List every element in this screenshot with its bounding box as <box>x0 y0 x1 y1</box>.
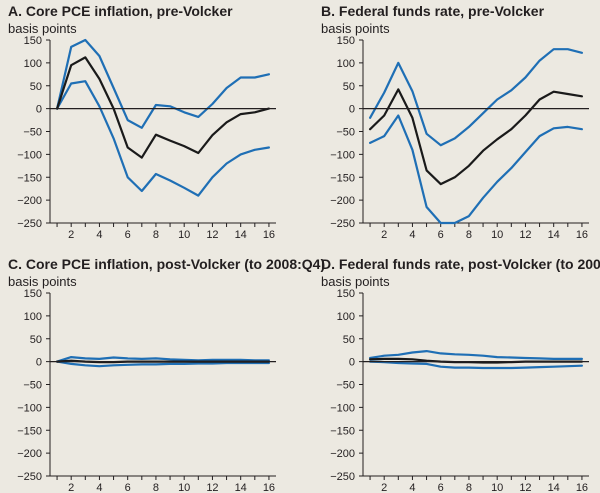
series-line-upper-band <box>56 38 270 129</box>
series-line-upper-band <box>369 48 583 147</box>
x-tick-label: 12 <box>519 229 531 241</box>
x-tick-label: 10 <box>491 482 503 493</box>
x-tick-label: 14 <box>235 482 247 493</box>
y-tick-label: 100 <box>24 311 42 323</box>
y-tick-label: 100 <box>24 58 42 70</box>
series-line-lower-band <box>369 114 583 225</box>
y-tick-label: −250 <box>17 471 42 483</box>
series-line-estimate <box>369 88 583 186</box>
y-tick-label: −100 <box>330 402 355 414</box>
x-tick-label: 4 <box>409 229 415 241</box>
x-tick-label: 10 <box>178 229 190 241</box>
y-axis-unit-label: basis points <box>321 21 390 36</box>
y-tick-label: 0 <box>36 357 42 369</box>
y-tick-label: −200 <box>17 448 42 460</box>
y-tick-label: −200 <box>17 195 42 207</box>
y-tick-label: 100 <box>337 58 355 70</box>
x-tick-label: 4 <box>96 482 102 493</box>
y-tick-label: −250 <box>330 471 355 483</box>
y-tick-label: 0 <box>349 357 355 369</box>
series-line-lower-band <box>56 360 270 368</box>
y-tick-label: −50 <box>336 127 355 139</box>
y-tick-label: −150 <box>330 172 355 184</box>
y-tick-label: −250 <box>330 218 355 230</box>
x-tick-label: 6 <box>125 482 131 493</box>
x-tick-label: 16 <box>576 482 588 493</box>
y-tick-label: −150 <box>17 425 42 437</box>
y-tick-label: −250 <box>17 218 42 230</box>
x-tick-label: 8 <box>466 482 472 493</box>
y-tick-label: −100 <box>17 149 42 161</box>
series-line-upper-band <box>56 356 270 363</box>
x-tick-label: 16 <box>263 482 275 493</box>
x-tick-label: 4 <box>96 229 102 241</box>
panel-title: D. Federal funds rate, post-Volcker (to … <box>321 256 600 272</box>
x-tick-label: 12 <box>519 482 531 493</box>
x-tick-label: 14 <box>548 482 560 493</box>
y-tick-label: −50 <box>336 380 355 392</box>
y-tick-label: 100 <box>337 311 355 323</box>
y-tick-label: 0 <box>349 104 355 116</box>
panel-title: C. Core PCE inflation, post-Volcker (to … <box>8 256 325 272</box>
y-tick-label: −50 <box>23 380 42 392</box>
y-tick-label: 150 <box>337 288 355 300</box>
x-tick-label: 8 <box>466 229 472 241</box>
x-tick-label: 6 <box>125 229 131 241</box>
y-tick-label: 50 <box>343 81 355 93</box>
y-tick-label: 150 <box>337 35 355 47</box>
x-tick-label: 8 <box>153 229 159 241</box>
x-tick-label: 12 <box>206 482 218 493</box>
y-tick-label: 150 <box>24 35 42 47</box>
y-tick-label: −150 <box>17 172 42 184</box>
x-tick-label: 2 <box>68 229 74 241</box>
series-line-lower-band <box>56 80 270 197</box>
y-tick-label: 50 <box>30 81 42 93</box>
y-tick-label: −50 <box>23 127 42 139</box>
x-tick-label: 14 <box>548 229 560 241</box>
y-axis-unit-label: basis points <box>321 274 390 289</box>
panel-title: A. Core PCE inflation, pre-Volcker <box>8 3 233 19</box>
y-tick-label: 150 <box>24 288 42 300</box>
y-tick-label: 50 <box>343 334 355 346</box>
x-tick-label: 2 <box>68 482 74 493</box>
series-line-upper-band <box>369 350 583 360</box>
x-tick-label: 10 <box>178 482 190 493</box>
panel-b: B. Federal funds rate, pre-Volcker basis … <box>321 3 589 241</box>
x-tick-label: 6 <box>438 482 444 493</box>
x-tick-label: 2 <box>381 229 387 241</box>
x-tick-label: 12 <box>206 229 218 241</box>
y-tick-label: −200 <box>330 448 355 460</box>
series-line-estimate <box>56 56 270 159</box>
panel-a: A. Core PCE inflation, pre-Volcker basis … <box>8 3 276 241</box>
y-tick-label: 0 <box>36 104 42 116</box>
y-tick-label: −100 <box>17 402 42 414</box>
x-tick-label: 2 <box>381 482 387 493</box>
x-tick-label: 10 <box>491 229 503 241</box>
panel-d: D. Federal funds rate, post-Volcker (to … <box>321 256 600 493</box>
x-tick-label: 16 <box>263 229 275 241</box>
x-tick-label: 14 <box>235 229 247 241</box>
x-tick-label: 16 <box>576 229 588 241</box>
y-axis-unit-label: basis points <box>8 274 77 289</box>
y-tick-label: −200 <box>330 195 355 207</box>
y-tick-label: −150 <box>330 425 355 437</box>
y-tick-label: −100 <box>330 149 355 161</box>
panel-title: B. Federal funds rate, pre-Volcker <box>321 3 545 19</box>
y-tick-label: 50 <box>30 334 42 346</box>
x-tick-label: 8 <box>153 482 159 493</box>
x-tick-label: 4 <box>409 482 415 493</box>
panel-c: C. Core PCE inflation, post-Volcker (to … <box>8 256 325 493</box>
y-axis-unit-label: basis points <box>8 21 77 36</box>
x-tick-label: 6 <box>438 229 444 241</box>
series-line-lower-band <box>369 360 583 370</box>
